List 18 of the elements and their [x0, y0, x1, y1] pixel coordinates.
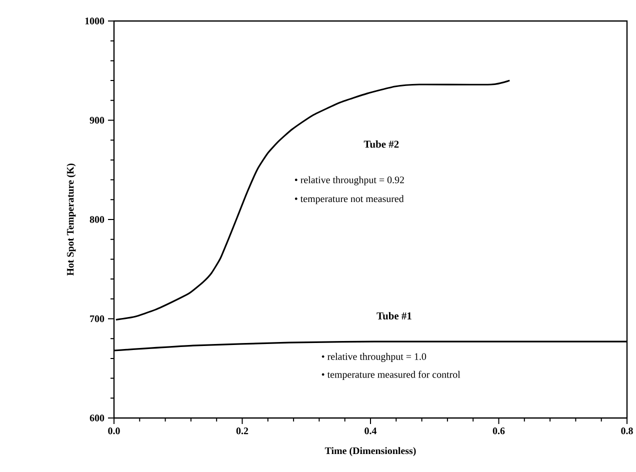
y-tick-label: 700 [90, 315, 104, 322]
x-tick-label: 0.0 [108, 428, 120, 434]
x-axis-title: Time (Dimensionless) [324, 447, 416, 456]
y-tick-label: 1000 [85, 18, 104, 24]
x-tick-label: 0.8 [621, 428, 633, 434]
annotation: Tube #1 [376, 312, 412, 320]
annotation: • relative throughput = 0.92 [294, 176, 404, 186]
x-tick-label: 0.4 [364, 428, 377, 434]
annotation: • relative throughput = 1.0 [322, 352, 426, 362]
annotation: • temperature measured for control [322, 370, 460, 380]
annotation: • temperature not measured [294, 195, 404, 204]
y-axis-title: Hot Spot Temperature (K) [66, 164, 76, 276]
y-tick-label: 900 [90, 116, 104, 124]
annotation: Tube #2 [364, 140, 399, 148]
x-tick-label: 0.6 [492, 428, 505, 434]
y-tick-label: 600 [90, 414, 104, 422]
x-tick-label: 0.2 [236, 428, 248, 434]
y-tick-label: 800 [90, 216, 104, 223]
